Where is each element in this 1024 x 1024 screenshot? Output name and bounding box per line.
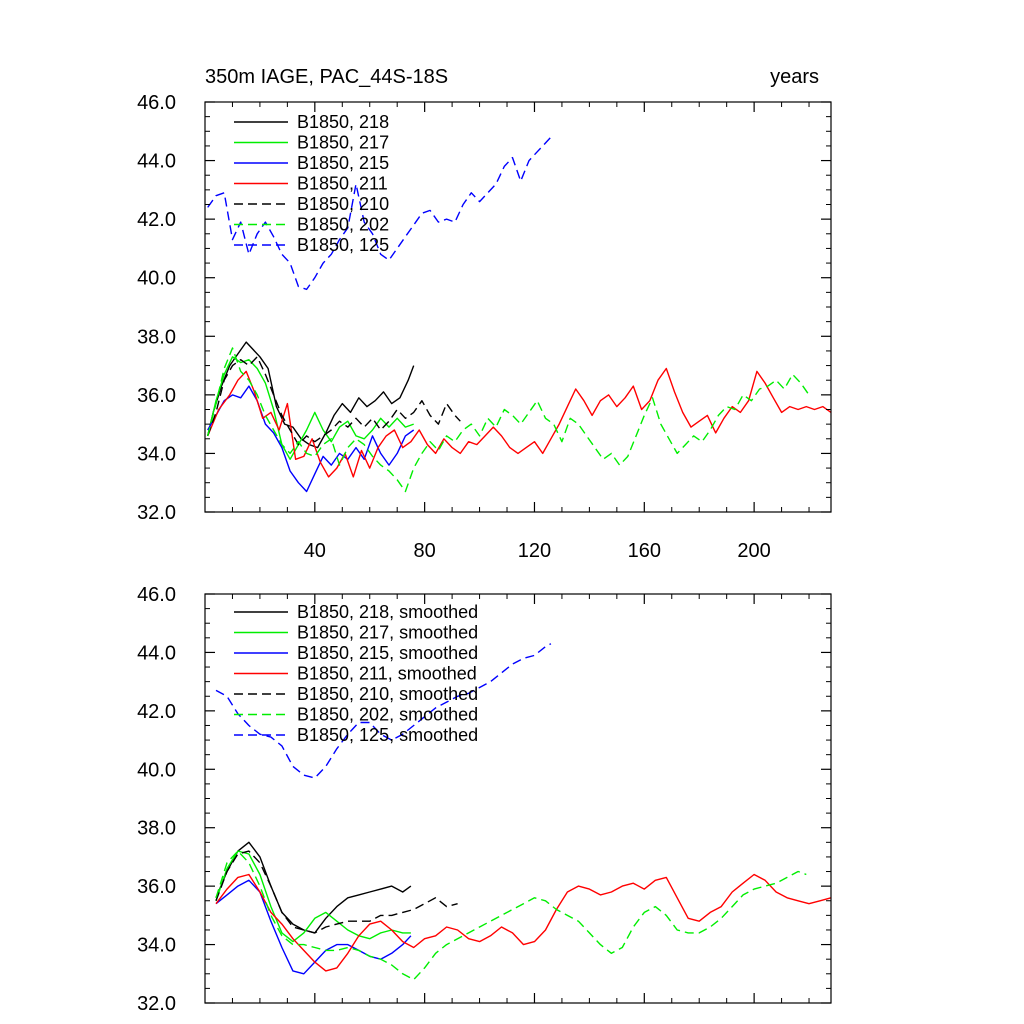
series-line-5 — [215, 850, 807, 981]
x-tick-label: 120 — [518, 540, 551, 562]
legend-label: B1850, 202 — [297, 215, 389, 235]
y-tick-label: 46.0 — [137, 92, 176, 114]
legend-label: B1850, 125, smoothed — [297, 725, 478, 745]
y-tick-label: 32.0 — [137, 993, 176, 1015]
legend-label: B1850, 217, smoothed — [297, 623, 478, 643]
series-line-3 — [215, 873, 832, 972]
plot-title: 350m IAGE, PAC_44S-18S — [205, 66, 448, 88]
series-line-1 — [215, 850, 411, 943]
top-panel-raw: 32.0 34.0 36.0 38.0 40.0 42.0 44.0 46.0 40 80 120 1… — [137, 92, 832, 562]
series-line-3 — [207, 367, 832, 478]
y-tick-label: 42.0 — [137, 209, 176, 231]
bottom-panel-smoothed: 32.0 34.0 36.0 38.0 40.0 42.0 44.0 46.0 B1850, 2… — [137, 584, 832, 1015]
x-tick-label: 80 — [414, 540, 436, 562]
y-tick-label: 36.0 — [137, 876, 176, 898]
legend-label: B1850, 210, smoothed — [297, 684, 478, 704]
y-tick-label: 40.0 — [137, 759, 176, 781]
y-tick-label: 36.0 — [137, 385, 176, 407]
y-tick-label: 34.0 — [137, 935, 176, 957]
legend-label: B1850, 210 — [297, 194, 389, 214]
y-tick-label: 38.0 — [137, 818, 176, 840]
y-tick-label: 32.0 — [137, 502, 176, 524]
legend-label: B1850, 211, smoothed — [297, 664, 477, 684]
series-line-5 — [207, 347, 810, 493]
y-tick-label: 46.0 — [137, 584, 176, 606]
series-line-6 — [215, 643, 552, 779]
y-tick-label: 34.0 — [137, 443, 176, 465]
legend-label: B1850, 125 — [297, 235, 389, 255]
series-line-4 — [207, 356, 461, 446]
legend-label: B1850, 215 — [297, 153, 389, 173]
y-tick-label: 40.0 — [137, 268, 176, 290]
y-tick-label: 38.0 — [137, 326, 176, 348]
legend-label: B1850, 218 — [297, 112, 389, 132]
y-tick-label: 42.0 — [137, 701, 176, 723]
series-line-1 — [207, 356, 414, 460]
legend-label: B1850, 211 — [297, 174, 388, 194]
series-line-6 — [207, 136, 552, 291]
legend-label: B1850, 215, smoothed — [297, 643, 478, 663]
series-line-4 — [215, 850, 458, 934]
legend-label: B1850, 202, smoothed — [297, 705, 478, 725]
legend-label: B1850, 217 — [297, 133, 389, 153]
x-tick-label: 200 — [737, 540, 770, 562]
legend-label: B1850, 218, smoothed — [297, 602, 478, 622]
y-tick-label: 44.0 — [137, 642, 176, 664]
x-tick-label: 40 — [304, 540, 326, 562]
series-line-0 — [207, 341, 415, 449]
series-line-2 — [207, 385, 415, 493]
time-unit-label: years — [770, 66, 819, 88]
y-tick-label: 44.0 — [137, 151, 176, 173]
x-tick-label: 160 — [628, 540, 661, 562]
